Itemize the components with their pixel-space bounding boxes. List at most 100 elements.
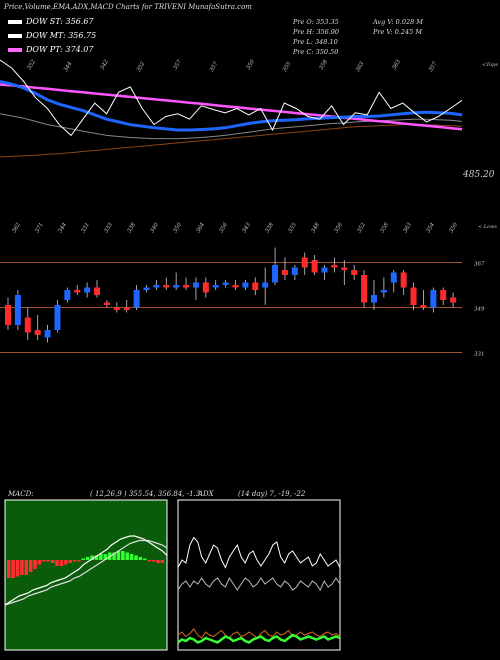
legend-dow-mt: DOW MT: 356.75: [8, 31, 96, 40]
low-tick-label: 331: [81, 222, 91, 234]
adx-minus-di-line: [177, 576, 341, 592]
macd-hist-bar: [42, 560, 46, 562]
adx-plus-di-line: [177, 536, 341, 569]
candle-up: [54, 305, 61, 330]
top-tick-label: 342: [100, 58, 111, 71]
macd-hist-bar: [37, 560, 42, 565]
chart-title: Price,Volume,EMA,ADX,MACD Charts for TRI…: [4, 3, 252, 11]
candle-up: [192, 282, 199, 288]
low-tick-label: 343: [242, 221, 253, 234]
macd-hist-bar: [121, 551, 125, 560]
candle-down: [351, 270, 358, 275]
macd-hist-bar: [86, 557, 90, 560]
candle-up: [153, 285, 160, 288]
legend-dow-pt: DOW PT: 374.07: [8, 45, 93, 54]
low-tick-label: 338: [265, 221, 276, 234]
candle-up: [262, 282, 269, 288]
macd-hist-bar: [20, 560, 24, 575]
candle-down: [183, 285, 190, 288]
ema-long-line: [0, 124, 463, 158]
macd-hist-bar: [112, 552, 116, 560]
legend-dow-mt-label: DOW MT: 356.75: [26, 31, 97, 40]
candle-down: [163, 285, 170, 288]
macd-hist-bar: [160, 560, 165, 563]
legend-dow-pt-label: DOW PT: 374.07: [26, 45, 94, 54]
level-label: 331: [474, 352, 485, 358]
ema-short-line: [0, 80, 463, 132]
stat-avg-volume: Avg V: 0.028 M: [373, 18, 423, 26]
top-tick-label: 357: [209, 60, 220, 73]
candle-down: [5, 305, 11, 325]
tops-axis-label: <Tops: [482, 62, 498, 68]
macd-hist-bar: [72, 560, 77, 562]
candle-down: [281, 270, 288, 275]
candle-down: [252, 282, 259, 290]
low-tick-label: 350: [173, 221, 184, 234]
candle-down: [202, 282, 209, 293]
macd-hist-bar: [11, 560, 15, 578]
legend-swatch-st: [8, 20, 22, 24]
macd-hist-bar: [24, 560, 29, 575]
low-tick-label: 338: [127, 221, 138, 234]
macd-hist-bar: [46, 560, 51, 562]
ema-pt-line: [0, 83, 463, 131]
last-price-label: 485.20: [462, 170, 495, 180]
candle-down: [450, 297, 457, 303]
candle-down: [34, 330, 41, 335]
top-tick-label: 363: [392, 58, 403, 71]
macd-hist-bar: [134, 555, 138, 560]
candle-down: [361, 275, 368, 303]
low-tick-label: 348: [311, 221, 322, 234]
candle-down: [440, 290, 447, 300]
low-tick-label: 362: [12, 221, 23, 234]
candle-down: [74, 290, 81, 293]
level-label: 367: [474, 262, 485, 268]
candle-up: [14, 295, 21, 325]
macd-hist-bar: [7, 560, 11, 578]
close-price-line: [0, 59, 463, 137]
macd-hist-bar: [143, 558, 147, 560]
macd-hist-bar: [129, 554, 134, 560]
candle-up: [272, 265, 279, 283]
low-tick-label: 358: [380, 221, 391, 234]
level-label: 349: [474, 307, 485, 313]
macd-hist-bar: [125, 552, 130, 560]
candle-down: [410, 287, 417, 305]
candle-up: [64, 290, 71, 300]
candle-down: [113, 307, 120, 310]
candle-up: [133, 290, 140, 308]
legend-dow-st: DOW ST: 356.67: [8, 17, 94, 26]
candle-down: [341, 267, 348, 270]
candle-up: [173, 285, 180, 288]
low-tick-label: 356: [334, 221, 345, 234]
macd-hist-bar: [147, 560, 151, 562]
candle-up: [321, 267, 328, 273]
candle-up: [370, 295, 377, 303]
macd-hist-bar: [90, 555, 94, 560]
candle-up: [222, 282, 229, 285]
low-tick-label: 344: [58, 221, 69, 234]
stat-pre-close: Pre C: 350.50: [293, 48, 339, 56]
candle-down: [301, 257, 308, 268]
macd-hist-bar: [59, 560, 64, 566]
top-tick-label: 363: [355, 60, 366, 73]
adx-line: [177, 628, 341, 639]
lows-axis-label: < Lows: [478, 224, 497, 230]
top-tick-label: 350: [246, 58, 257, 71]
low-tick-label: 356: [219, 221, 230, 234]
adx-green-line: [177, 633, 341, 644]
top-tick-label: 357: [428, 60, 439, 73]
candle-down: [331, 265, 338, 268]
macd-signal-line: [4, 539, 168, 606]
stat-pre-low: Pre L: 348.10: [293, 38, 338, 46]
low-tick-label: 355: [288, 221, 299, 234]
top-tick-label: 352: [136, 60, 147, 73]
candle-up: [212, 285, 219, 288]
low-tick-label: 363: [403, 221, 414, 234]
candle-up: [44, 330, 51, 338]
adx-label: ADX: [198, 490, 214, 498]
candle-up: [291, 267, 298, 275]
macd-hist-bar: [138, 557, 143, 560]
low-tick-label: 350: [449, 221, 460, 234]
